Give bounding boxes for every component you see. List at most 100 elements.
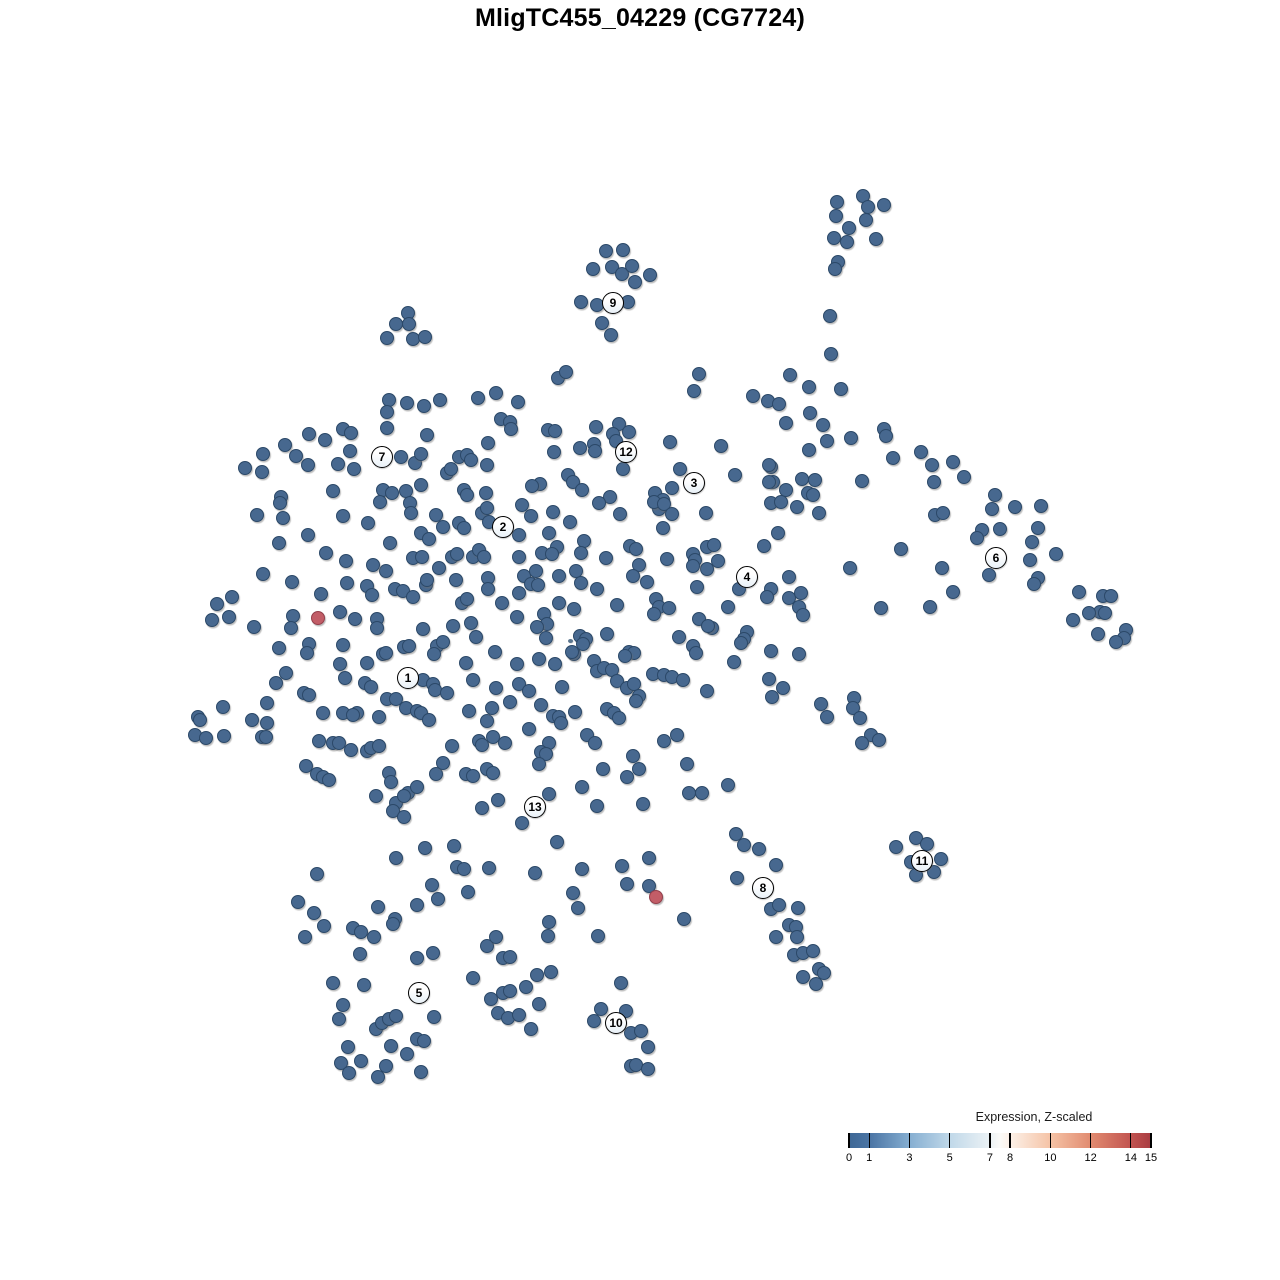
data-point-cell: [466, 673, 480, 687]
data-point-cell: [550, 835, 564, 849]
data-point-cell: [542, 915, 556, 929]
data-point-cell: [245, 713, 259, 727]
cluster-label-4: 4: [736, 566, 758, 588]
data-point-cell: [480, 458, 494, 472]
data-point-cell: [238, 461, 252, 475]
data-point-cell: [886, 451, 900, 465]
data-point-cell: [302, 427, 316, 441]
data-point-cell: [817, 966, 831, 980]
data-point-cell: [590, 582, 604, 596]
data-point-cell: [985, 502, 999, 516]
data-point-cell: [260, 716, 274, 730]
data-point-cell: [530, 968, 544, 982]
data-point-cell: [346, 708, 360, 722]
data-point-cell: [568, 705, 582, 719]
data-point-cell: [515, 816, 529, 830]
data-point-cell: [279, 666, 293, 680]
colorbar-gradient-bar: [849, 1133, 1151, 1148]
data-point-cell: [872, 733, 886, 747]
data-point-cell: [515, 498, 529, 512]
data-point-cell: [670, 728, 684, 742]
data-point-cell: [457, 521, 471, 535]
data-point-cell: [420, 428, 434, 442]
data-point-cell: [480, 939, 494, 953]
data-point-cell: [791, 901, 805, 915]
data-point-cell: [662, 601, 676, 615]
data-point-cell: [547, 445, 561, 459]
data-point-cell: [861, 200, 875, 214]
data-point-cell: [259, 730, 273, 744]
data-point-cell: [632, 762, 646, 776]
data-point-cell: [426, 946, 440, 960]
data-point-cell: [339, 554, 353, 568]
data-point-cell: [853, 711, 867, 725]
cluster-label-6: 6: [985, 547, 1007, 569]
cluster-label-10: 10: [605, 1012, 627, 1034]
data-point-cell: [563, 515, 577, 529]
data-point-cell-high-expression: [649, 890, 663, 904]
data-point-cell: [970, 531, 984, 545]
data-point-cell: [336, 509, 350, 523]
data-point-cell: [341, 1040, 355, 1054]
data-point-cell: [450, 547, 464, 561]
data-point-cell: [539, 631, 553, 645]
data-point-cell: [1023, 553, 1037, 567]
data-point-cell: [480, 501, 494, 515]
data-point-cell: [510, 610, 524, 624]
data-point-cell: [626, 569, 640, 583]
data-point-cell: [612, 711, 626, 725]
data-point-cell: [383, 536, 397, 550]
data-point-cell: [480, 714, 494, 728]
data-point-cell: [1109, 635, 1123, 649]
data-point-cell: [354, 1054, 368, 1068]
data-point-cell: [512, 586, 526, 600]
data-point-cell: [626, 749, 640, 763]
data-point-cell: [477, 550, 491, 564]
colorbar-tick: [1090, 1133, 1092, 1148]
data-point-cell: [445, 739, 459, 753]
data-point-cell: [314, 587, 328, 601]
data-point-cell: [794, 586, 808, 600]
data-point-cell: [386, 917, 400, 931]
data-point-cell: [366, 558, 380, 572]
data-point-cell: [402, 639, 416, 653]
data-point-cell: [414, 478, 428, 492]
data-point-cell: [762, 475, 776, 489]
data-point-cell: [485, 701, 499, 715]
data-point-cell: [285, 575, 299, 589]
colorbar-tick: [908, 1133, 910, 1148]
data-point-cell: [380, 405, 394, 419]
data-point-cell: [436, 756, 450, 770]
data-point-cell: [444, 462, 458, 476]
colorbar-tick-label: 14: [1124, 1152, 1137, 1164]
colorbar-tick: [1150, 1133, 1152, 1148]
data-point-cell: [440, 686, 454, 700]
data-point-cell: [834, 382, 848, 396]
data-point-cell: [589, 420, 603, 434]
data-point-cell: [665, 507, 679, 521]
data-point-cell: [660, 552, 674, 566]
data-point-cell: [575, 862, 589, 876]
data-point-cell: [469, 630, 483, 644]
data-point-cell: [641, 1040, 655, 1054]
data-point-cell: [889, 840, 903, 854]
data-point-cell: [548, 424, 562, 438]
data-point-cell: [946, 585, 960, 599]
data-point-cell: [1066, 613, 1080, 627]
data-point-cell: [273, 496, 287, 510]
data-point-cell: [384, 775, 398, 789]
data-point-cell: [544, 965, 558, 979]
data-point-cell: [532, 997, 546, 1011]
data-point-cell: [199, 731, 213, 745]
data-point-cell: [692, 367, 706, 381]
data-point-cell: [554, 716, 568, 730]
data-point-cell: [272, 641, 286, 655]
data-point-cell: [364, 680, 378, 694]
data-point-cell: [332, 1012, 346, 1026]
data-point-cell: [993, 522, 1007, 536]
colorbar-tick-label: 8: [1007, 1152, 1014, 1164]
data-point-cell: [481, 582, 495, 596]
data-point-cell: [672, 630, 686, 644]
data-point-cell: [429, 508, 443, 522]
